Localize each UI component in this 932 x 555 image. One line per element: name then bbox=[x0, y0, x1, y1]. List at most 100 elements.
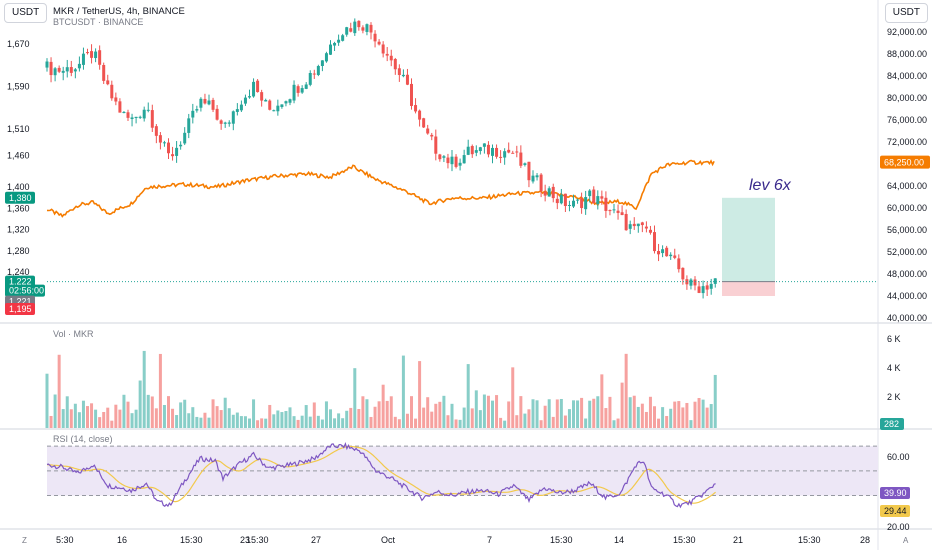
volume-bar bbox=[207, 417, 211, 428]
candle-body bbox=[405, 74, 409, 85]
left-price-tick: 1,590 bbox=[7, 81, 30, 91]
volume-bar bbox=[665, 416, 669, 428]
candle-body bbox=[482, 143, 486, 147]
volume-bar bbox=[211, 399, 215, 428]
volume-bar bbox=[543, 405, 547, 428]
candle-body bbox=[608, 210, 612, 212]
volume-bar bbox=[150, 396, 154, 428]
candle-body bbox=[154, 126, 158, 136]
volume-bar bbox=[300, 415, 304, 428]
candle-body bbox=[49, 61, 53, 76]
volume-bar bbox=[219, 410, 223, 428]
candle-body bbox=[357, 20, 361, 28]
candle-body bbox=[329, 44, 332, 55]
volume-bar bbox=[661, 407, 665, 428]
volume-bar bbox=[381, 384, 385, 428]
volume-bar bbox=[478, 410, 482, 428]
volume-bar bbox=[410, 396, 413, 428]
btc-price-tag bbox=[880, 155, 930, 169]
volume-bar bbox=[495, 395, 499, 428]
volume-bar bbox=[324, 401, 328, 428]
volume-bar bbox=[588, 400, 592, 428]
candle-body bbox=[442, 156, 446, 158]
candle-body bbox=[539, 174, 543, 192]
time-tick: 7 bbox=[487, 535, 492, 545]
candle-body bbox=[495, 147, 499, 157]
volume-bar bbox=[709, 404, 713, 428]
candle-body bbox=[709, 283, 713, 289]
volume-bar bbox=[701, 399, 705, 428]
volume-bar bbox=[316, 415, 320, 428]
volume-bar bbox=[442, 395, 446, 428]
right-price-tick: 88,000.00 bbox=[887, 49, 927, 59]
candle-body bbox=[648, 229, 652, 233]
volume-bar bbox=[434, 403, 438, 428]
right-price-tick: 72,000.00 bbox=[887, 137, 927, 147]
left-price-tag bbox=[5, 191, 35, 204]
volume-bar bbox=[134, 409, 138, 428]
volume-bar bbox=[142, 350, 146, 428]
volume-bar bbox=[523, 413, 527, 428]
volume-tick: 4 K bbox=[887, 363, 901, 373]
candle-body bbox=[426, 128, 430, 134]
candle-body bbox=[211, 99, 215, 110]
time-tick: 15:30 bbox=[550, 535, 573, 545]
candle-body bbox=[478, 147, 482, 152]
volume-bar bbox=[114, 404, 118, 428]
volume-label: Vol · MKR bbox=[53, 329, 94, 339]
volume-bar bbox=[669, 408, 673, 428]
candle-body bbox=[300, 88, 304, 93]
volume-bar bbox=[53, 394, 57, 428]
volume-bar bbox=[57, 354, 61, 428]
candle-body bbox=[268, 100, 272, 110]
left-price-tag bbox=[5, 284, 45, 297]
volume-bar bbox=[187, 413, 191, 428]
candle-body bbox=[365, 24, 369, 32]
candle-body bbox=[515, 151, 519, 153]
candle-body bbox=[320, 60, 324, 66]
candle-body bbox=[98, 50, 102, 65]
candle-body bbox=[65, 67, 69, 72]
candle-body bbox=[531, 175, 535, 182]
candle-body bbox=[345, 27, 349, 35]
volume-bar bbox=[252, 399, 256, 428]
volume-bar bbox=[239, 416, 243, 428]
volume-bar bbox=[337, 413, 341, 428]
right-currency-button[interactable]: USDT bbox=[884, 3, 928, 23]
candle-body bbox=[280, 104, 284, 108]
volume-bar bbox=[81, 400, 85, 428]
volume-bar bbox=[130, 413, 134, 428]
volume-bar bbox=[657, 418, 661, 428]
volume-bar bbox=[292, 416, 296, 428]
candle-body bbox=[559, 194, 563, 204]
volume-bar bbox=[126, 401, 130, 428]
volume-bar bbox=[596, 396, 600, 428]
right-price-tick: 52,000.00 bbox=[887, 247, 927, 257]
candle-body bbox=[438, 154, 442, 160]
candle-body bbox=[673, 255, 677, 258]
candle-body bbox=[308, 73, 312, 85]
candle-body bbox=[316, 66, 320, 75]
volume-bar bbox=[231, 414, 235, 428]
volume-bar bbox=[405, 413, 409, 428]
candle-body bbox=[600, 196, 604, 199]
volume-bar bbox=[122, 394, 126, 428]
volume-bar bbox=[284, 411, 288, 428]
candles bbox=[45, 18, 878, 299]
left-currency-button[interactable]: USDT bbox=[4, 3, 48, 23]
volume-bar bbox=[616, 418, 620, 428]
long-position-tool[interactable]: lev 6x bbox=[722, 177, 792, 296]
candle-body bbox=[612, 209, 616, 211]
volume-bar bbox=[215, 406, 219, 428]
volume-bar bbox=[418, 361, 422, 428]
volume-bar bbox=[146, 394, 150, 428]
volume-bar bbox=[276, 410, 280, 428]
volume-bar bbox=[361, 396, 365, 428]
candle-body bbox=[572, 200, 575, 207]
volume-bar bbox=[515, 415, 519, 428]
volume-bar bbox=[345, 410, 349, 428]
volume-tick: 2 K bbox=[887, 392, 901, 402]
